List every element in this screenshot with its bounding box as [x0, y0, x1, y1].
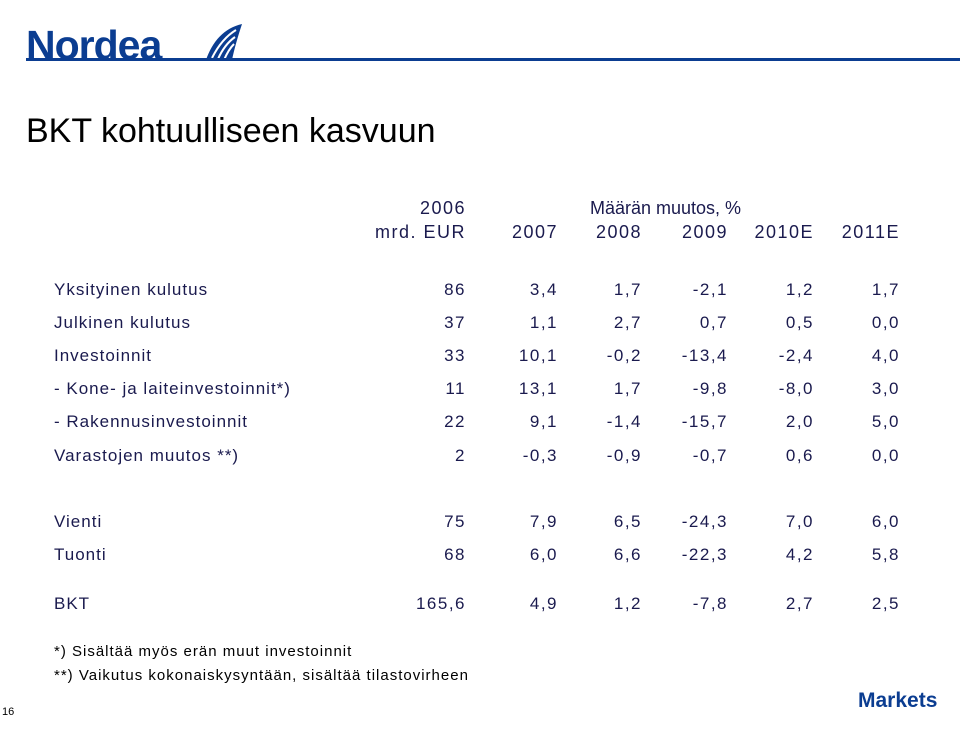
- row-label: Vienti: [54, 512, 103, 531]
- row-label: - Kone- ja laiteinvestoinnit*): [54, 379, 291, 398]
- row-value: 6,0: [529, 545, 558, 564]
- row-value: 3,0: [871, 379, 900, 398]
- row-label: Investoinnit: [54, 346, 152, 365]
- row-value: -0,2: [606, 346, 642, 365]
- row-value: -0,7: [692, 446, 728, 465]
- footnote: **) Vaikutus kokonaiskysyntään, sisältää…: [54, 667, 469, 684]
- row-value: 0,0: [871, 446, 900, 465]
- row-value: 37: [444, 313, 466, 332]
- row-value: 1,1: [529, 313, 558, 332]
- row-value: 0,5: [785, 313, 814, 332]
- row-value: -22,3: [681, 545, 728, 564]
- header-year-2006: 2006: [419, 198, 466, 218]
- row-value: 4,2: [785, 545, 814, 564]
- row-value: 68: [444, 545, 466, 564]
- row-value: 2,7: [785, 594, 814, 613]
- header-2010e: 2010E: [754, 222, 814, 242]
- header-group-label: Määrän muutos, %: [590, 198, 742, 218]
- row-value: 6,5: [613, 512, 642, 531]
- row-value: 3,4: [529, 280, 558, 299]
- row-value: 86: [444, 280, 466, 299]
- row-value: 1,7: [871, 280, 900, 299]
- row-label: Yksityinen kulutus: [54, 280, 209, 299]
- row-value: 13,1: [518, 379, 558, 398]
- row-value: -7,8: [692, 594, 728, 613]
- row-value: 2: [455, 446, 466, 465]
- row-value: 0,7: [699, 313, 728, 332]
- markets-logo: Markets: [858, 689, 938, 712]
- row-value: 10,1: [518, 346, 558, 365]
- row-value: 11: [445, 379, 466, 398]
- row-label: Julkinen kulutus: [54, 313, 191, 332]
- row-value: 0,0: [871, 313, 900, 332]
- row-value: 9,1: [529, 412, 558, 431]
- row-value: 1,7: [613, 379, 642, 398]
- row-value: 33: [444, 346, 466, 365]
- row-value: 2,0: [785, 412, 814, 431]
- row-value: 1,7: [613, 280, 642, 299]
- row-value: 2,5: [871, 594, 900, 613]
- row-value: -2,1: [692, 280, 728, 299]
- header-2009: 2009: [681, 222, 728, 242]
- row-value: 7,9: [529, 512, 558, 531]
- row-value: -13,4: [681, 346, 728, 365]
- row-value: 6,0: [871, 512, 900, 531]
- header-2008: 2008: [595, 222, 642, 242]
- row-value: -1,4: [606, 412, 642, 431]
- row-value: -9,8: [692, 379, 728, 398]
- row-value: 0,6: [785, 446, 814, 465]
- row-value: 7,0: [785, 512, 814, 531]
- row-value: -15,7: [681, 412, 728, 431]
- row-value: -8,0: [778, 379, 814, 398]
- row-value: 6,6: [613, 545, 642, 564]
- row-value: 4,0: [871, 346, 900, 365]
- page-title: BKT kohtuulliseen kasvuun: [26, 112, 436, 150]
- footnote: *) Sisältää myös erän muut investoinnit: [54, 643, 353, 660]
- row-value: 2,7: [613, 313, 642, 332]
- row-value: 4,9: [529, 594, 558, 613]
- header-unit: mrd. EUR: [374, 222, 466, 242]
- header-2007: 2007: [511, 222, 558, 242]
- row-label: Varastojen muutos **): [54, 446, 240, 465]
- row-value: -2,4: [778, 346, 814, 365]
- row-value: 5,8: [871, 545, 900, 564]
- row-value: 1,2: [785, 280, 814, 299]
- row-value: 5,0: [871, 412, 900, 431]
- page-number: 16: [2, 706, 15, 718]
- row-value: -0,9: [606, 446, 642, 465]
- header-2011e: 2011E: [841, 222, 900, 242]
- row-value: 165,6: [415, 594, 466, 613]
- row-value: -24,3: [681, 512, 728, 531]
- row-value: 75: [444, 512, 466, 531]
- header-rule: [26, 58, 960, 61]
- row-value: -0,3: [522, 446, 558, 465]
- row-label: Tuonti: [54, 545, 107, 564]
- row-label: BKT: [54, 594, 91, 613]
- row-label: - Rakennusinvestoinnit: [54, 412, 248, 431]
- row-value: 1,2: [613, 594, 642, 613]
- row-value: 22: [444, 412, 466, 431]
